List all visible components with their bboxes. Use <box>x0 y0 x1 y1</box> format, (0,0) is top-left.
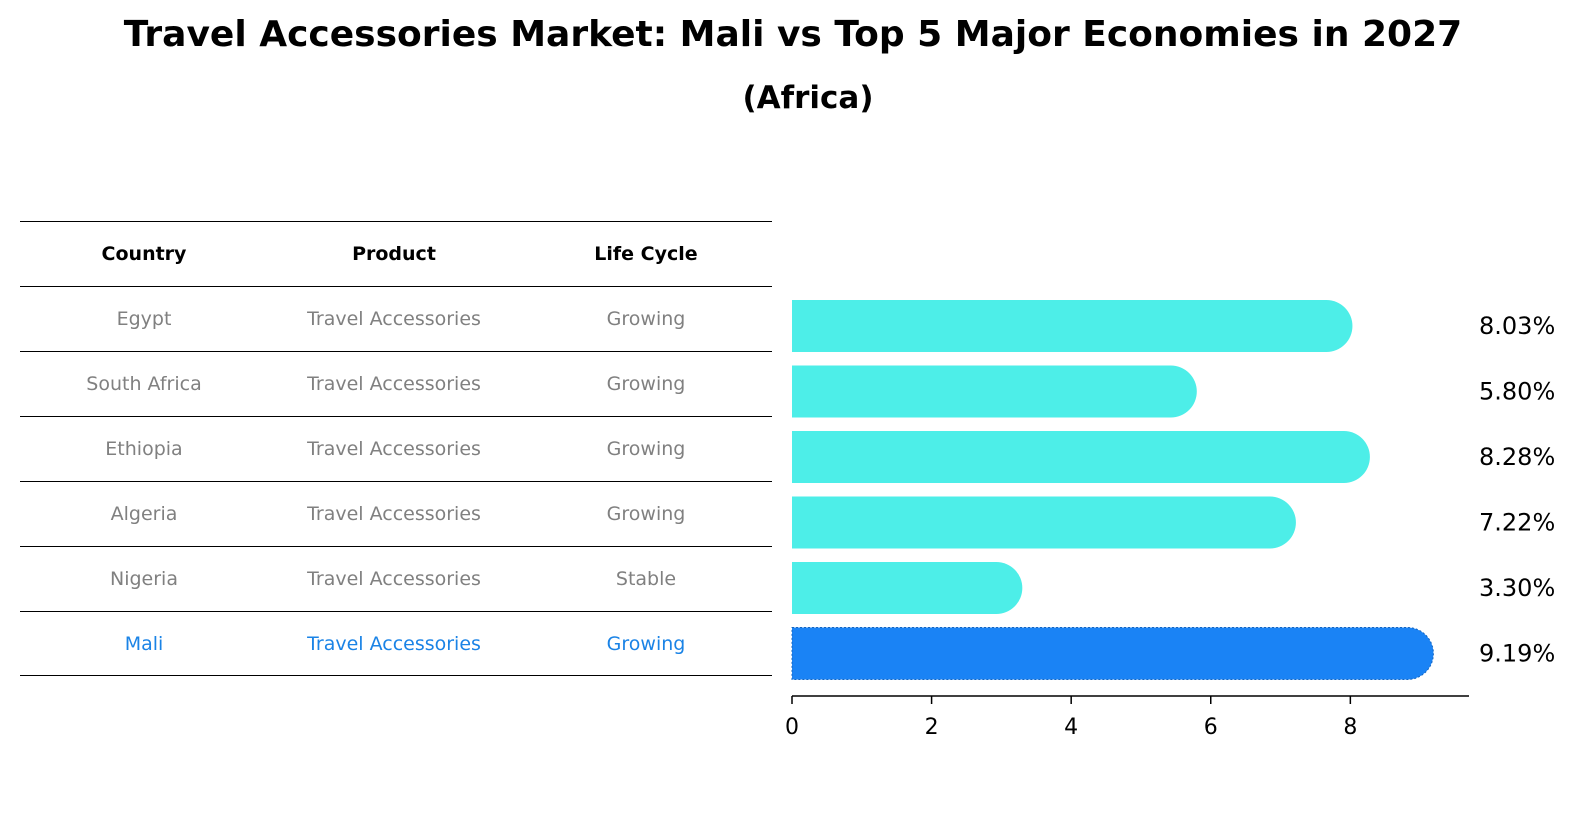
life-cycle-cell: Stable <box>615 568 677 590</box>
country-cell: Ethiopia <box>105 438 183 460</box>
life-cycle-cell: Growing <box>606 503 686 525</box>
x-tick-label: 8 <box>1343 715 1357 740</box>
life-cycle-cell: Growing <box>606 373 686 395</box>
country-cell: Egypt <box>116 308 172 330</box>
bar-ethiopia <box>792 431 1370 483</box>
x-tick-label: 4 <box>1064 715 1078 740</box>
life-cycle-cell: Growing <box>606 308 686 330</box>
table-row: Nigeria Travel Accessories Stable <box>20 546 772 611</box>
header-country: Country <box>101 243 187 265</box>
country-cell: Mali <box>124 632 164 655</box>
country-cell: Algeria <box>110 503 178 525</box>
table-row: Algeria Travel Accessories Growing <box>20 481 772 546</box>
country-cell: South Africa <box>86 373 202 395</box>
table-row: Egypt Travel Accessories Growing <box>20 286 772 351</box>
value-label: 5.80% <box>1479 378 1555 406</box>
table-row-highlight: Mali Travel Accessories Growing <box>20 611 772 676</box>
value-label: 7.22% <box>1479 509 1555 537</box>
value-label: 3.30% <box>1479 574 1555 602</box>
value-label: 8.03% <box>1479 312 1555 340</box>
bar-south-africa <box>792 365 1197 418</box>
product-cell: Travel Accessories <box>307 568 481 590</box>
table-row: South Africa Travel Accessories Growing <box>20 351 772 416</box>
bar-mali <box>791 627 1434 680</box>
table-row: Ethiopia Travel Accessories Growing <box>20 416 772 481</box>
chart-subtitle: (Africa) <box>742 80 874 116</box>
bar-nigeria <box>792 562 1023 614</box>
header-product: Product <box>352 243 436 265</box>
header-life-cycle: Life Cycle <box>594 243 698 265</box>
product-cell: Travel Accessories <box>307 503 481 525</box>
market-table: Country Product Life Cycle Egypt Travel … <box>20 221 772 676</box>
x-tick-label: 0 <box>785 715 799 740</box>
bar-egypt <box>792 300 1353 352</box>
bar-algeria <box>792 496 1296 549</box>
x-tick-label: 2 <box>925 715 939 740</box>
product-cell: Travel Accessories <box>307 438 481 460</box>
product-cell: Travel Accessories <box>307 308 481 330</box>
life-cycle-cell: Growing <box>606 438 686 460</box>
country-cell: Nigeria <box>110 568 178 590</box>
value-label: 9.19% <box>1479 640 1555 668</box>
chart-title: Travel Accessories Market: Mali vs Top 5… <box>123 14 1463 55</box>
value-label: 8.28% <box>1479 443 1555 471</box>
life-cycle-cell: Growing <box>606 632 686 655</box>
product-cell: Travel Accessories <box>307 373 481 395</box>
product-cell: Travel Accessories <box>307 632 481 655</box>
x-tick-label: 6 <box>1204 715 1218 740</box>
table-header-row: Country Product Life Cycle <box>20 221 772 286</box>
